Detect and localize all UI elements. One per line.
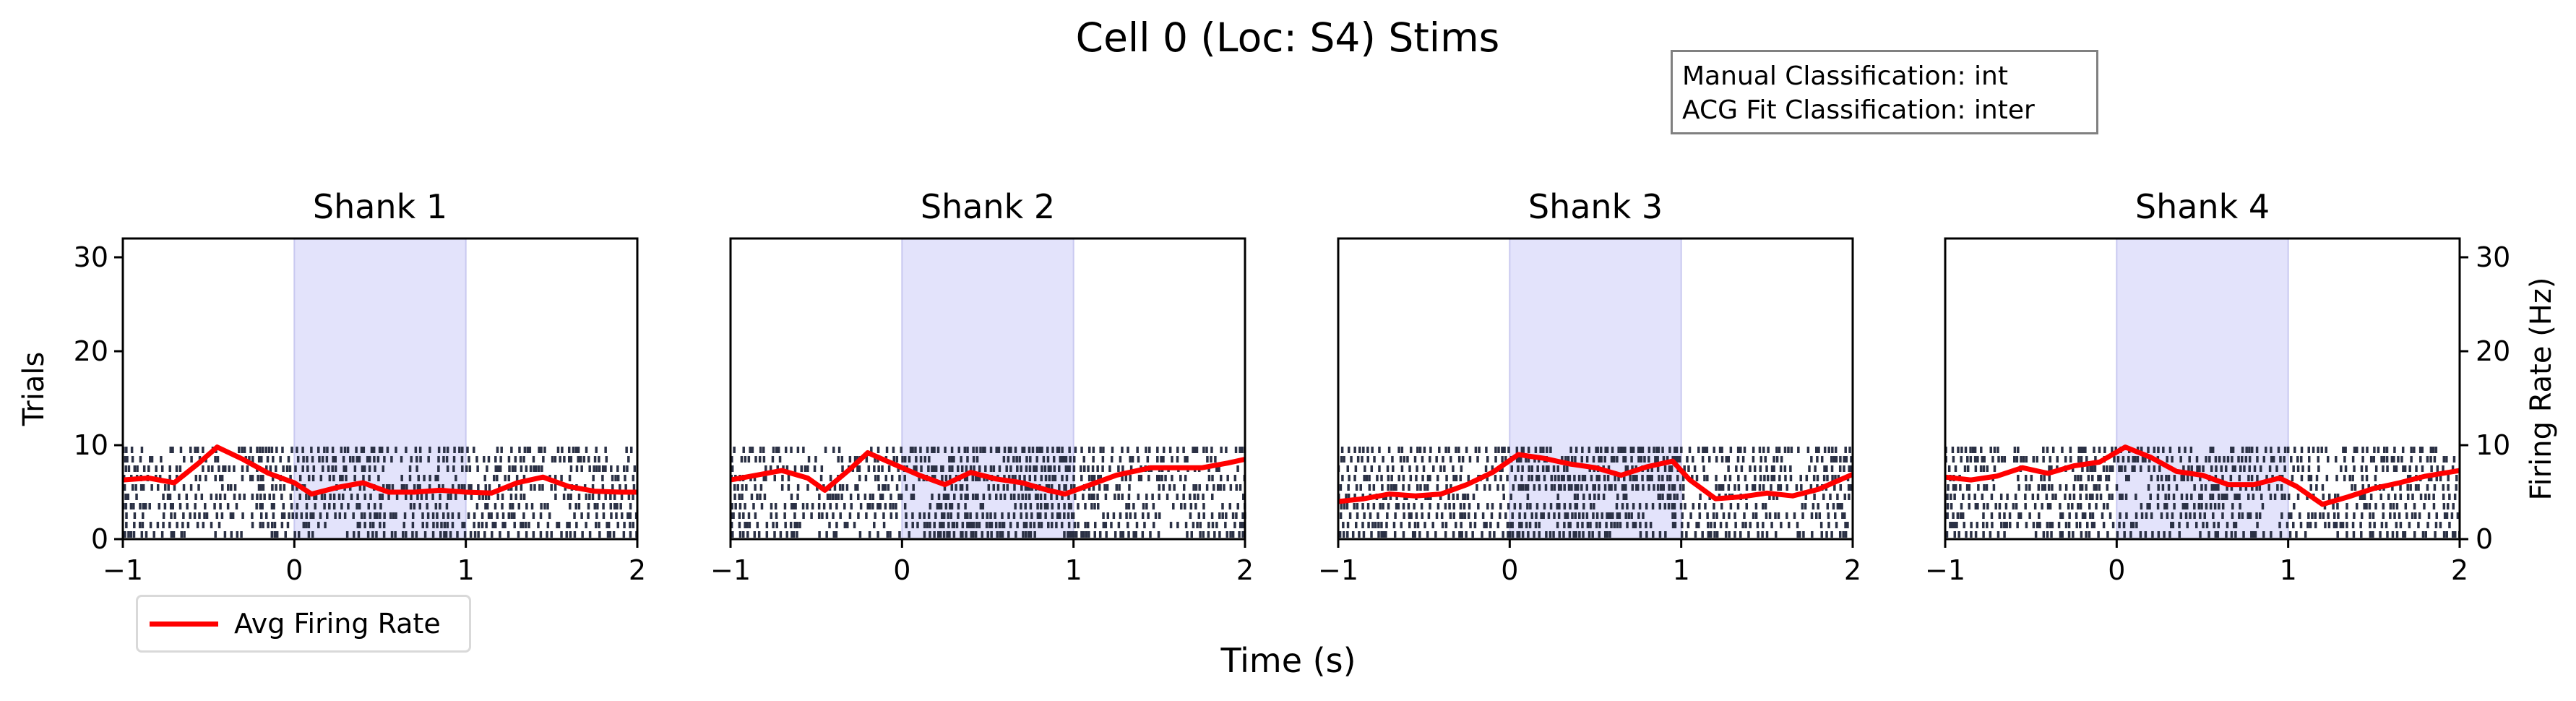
avg-firing-rate-line xyxy=(1337,452,1854,504)
x-tick-label: 0 xyxy=(893,554,910,586)
x-tick-label: 1 xyxy=(1065,554,1082,586)
plot-frame xyxy=(1944,237,2461,541)
subplot-title: Shank 2 xyxy=(921,187,1055,226)
x-tick-label: −1 xyxy=(1318,554,1358,586)
avg-firing-rate-line xyxy=(1944,444,2460,507)
acg-classification: ACG Fit Classification: inter xyxy=(1682,95,2035,125)
x-tick-label: 1 xyxy=(1673,554,1690,586)
legend-label: Avg Firing Rate xyxy=(234,608,441,640)
subplot-title: Shank 4 xyxy=(2135,187,2270,226)
y-tick-label-right: 0 xyxy=(2476,523,2493,555)
manual-classification: Manual Classification: int xyxy=(1682,61,2008,91)
x-tick-label: 2 xyxy=(1236,554,1254,586)
avg-firing-rate-line xyxy=(122,444,637,497)
subplot-title: Shank 1 xyxy=(313,187,447,226)
figure-title: Cell 0 (Loc: S4) Stims xyxy=(1076,14,1500,61)
stim-window-shade xyxy=(901,238,1074,540)
legend: Avg Firing Rate xyxy=(136,595,471,653)
subplot-2: Shank 2 −1 0 1 2 xyxy=(710,187,1254,586)
x-axis-label: Time (s) xyxy=(1220,641,1356,680)
plot-frame xyxy=(1337,237,1854,541)
x-tick-label: 0 xyxy=(2108,554,2125,586)
y-tick-label-right: 10 xyxy=(2476,429,2510,461)
x-tick-label: 2 xyxy=(629,554,646,586)
x-tick-label: −1 xyxy=(1925,554,1965,586)
x-tick-label: −1 xyxy=(710,554,751,586)
x-tick-label: 2 xyxy=(1844,554,1861,586)
x-tick-label: 1 xyxy=(457,554,475,586)
x-tick-label: 1 xyxy=(2280,554,2297,586)
x-tick-label: −1 xyxy=(103,554,143,586)
y-tick-label: 0 xyxy=(91,523,108,555)
plot-frame xyxy=(729,237,1246,541)
classification-box: Manual Classification: int ACG Fit Class… xyxy=(1671,50,2098,134)
y-axis-label-trials: Trials xyxy=(17,352,51,427)
x-tick-label: 2 xyxy=(2451,554,2468,586)
y-tick-label-right: 20 xyxy=(2476,335,2510,367)
y-tick-label: 10 xyxy=(74,429,108,461)
y-tick-label-right: 30 xyxy=(2476,241,2510,273)
y-axis-label-firing-rate: Firing Rate (Hz) xyxy=(2525,278,2558,501)
x-tick-label: 0 xyxy=(285,554,303,586)
subplot-3: Shank 3 −1 0 1 2 xyxy=(1318,187,1861,586)
subplot-title: Shank 3 xyxy=(1528,187,1663,226)
y-tick-label: 20 xyxy=(74,335,108,367)
legend-line-swatch xyxy=(150,622,218,627)
avg-firing-rate-line xyxy=(730,450,1246,497)
y-tick-label: 30 xyxy=(74,241,108,273)
x-tick-label: 0 xyxy=(1501,554,1518,586)
plot-frame xyxy=(121,237,639,541)
